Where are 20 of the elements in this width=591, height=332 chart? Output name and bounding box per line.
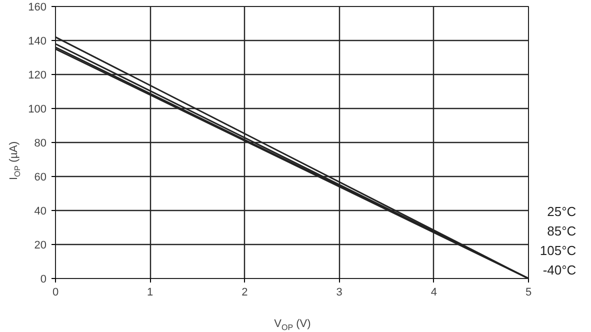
x-tick-label: 4 <box>430 286 437 298</box>
y-tick-label: 140 <box>28 36 47 48</box>
y-tick-label: 120 <box>28 70 47 82</box>
y-tick-label: 0 <box>40 274 47 286</box>
y-tick-label: 80 <box>34 138 47 150</box>
y-tick-label: 60 <box>34 172 47 184</box>
text: 85°C <box>547 224 576 238</box>
x-tick-label: 2 <box>242 286 248 298</box>
x-axis-title: V$_{OP}$ (V) <box>273 317 312 332</box>
series-label: -40°C <box>542 262 576 278</box>
y-tick-label: 20 <box>34 240 47 252</box>
x-tick-label: 5 <box>525 286 532 298</box>
y-tick-label: 160 <box>28 2 47 14</box>
y-tick-label: 100 <box>28 104 47 116</box>
y-tick-label: 40 <box>34 206 47 218</box>
series-label: 105°C <box>540 243 576 258</box>
text: 25°C <box>547 204 576 219</box>
x-tick-label: 1 <box>147 286 154 298</box>
x-tick-label: 0 <box>52 286 59 298</box>
x-tick-label: 3 <box>336 286 342 298</box>
